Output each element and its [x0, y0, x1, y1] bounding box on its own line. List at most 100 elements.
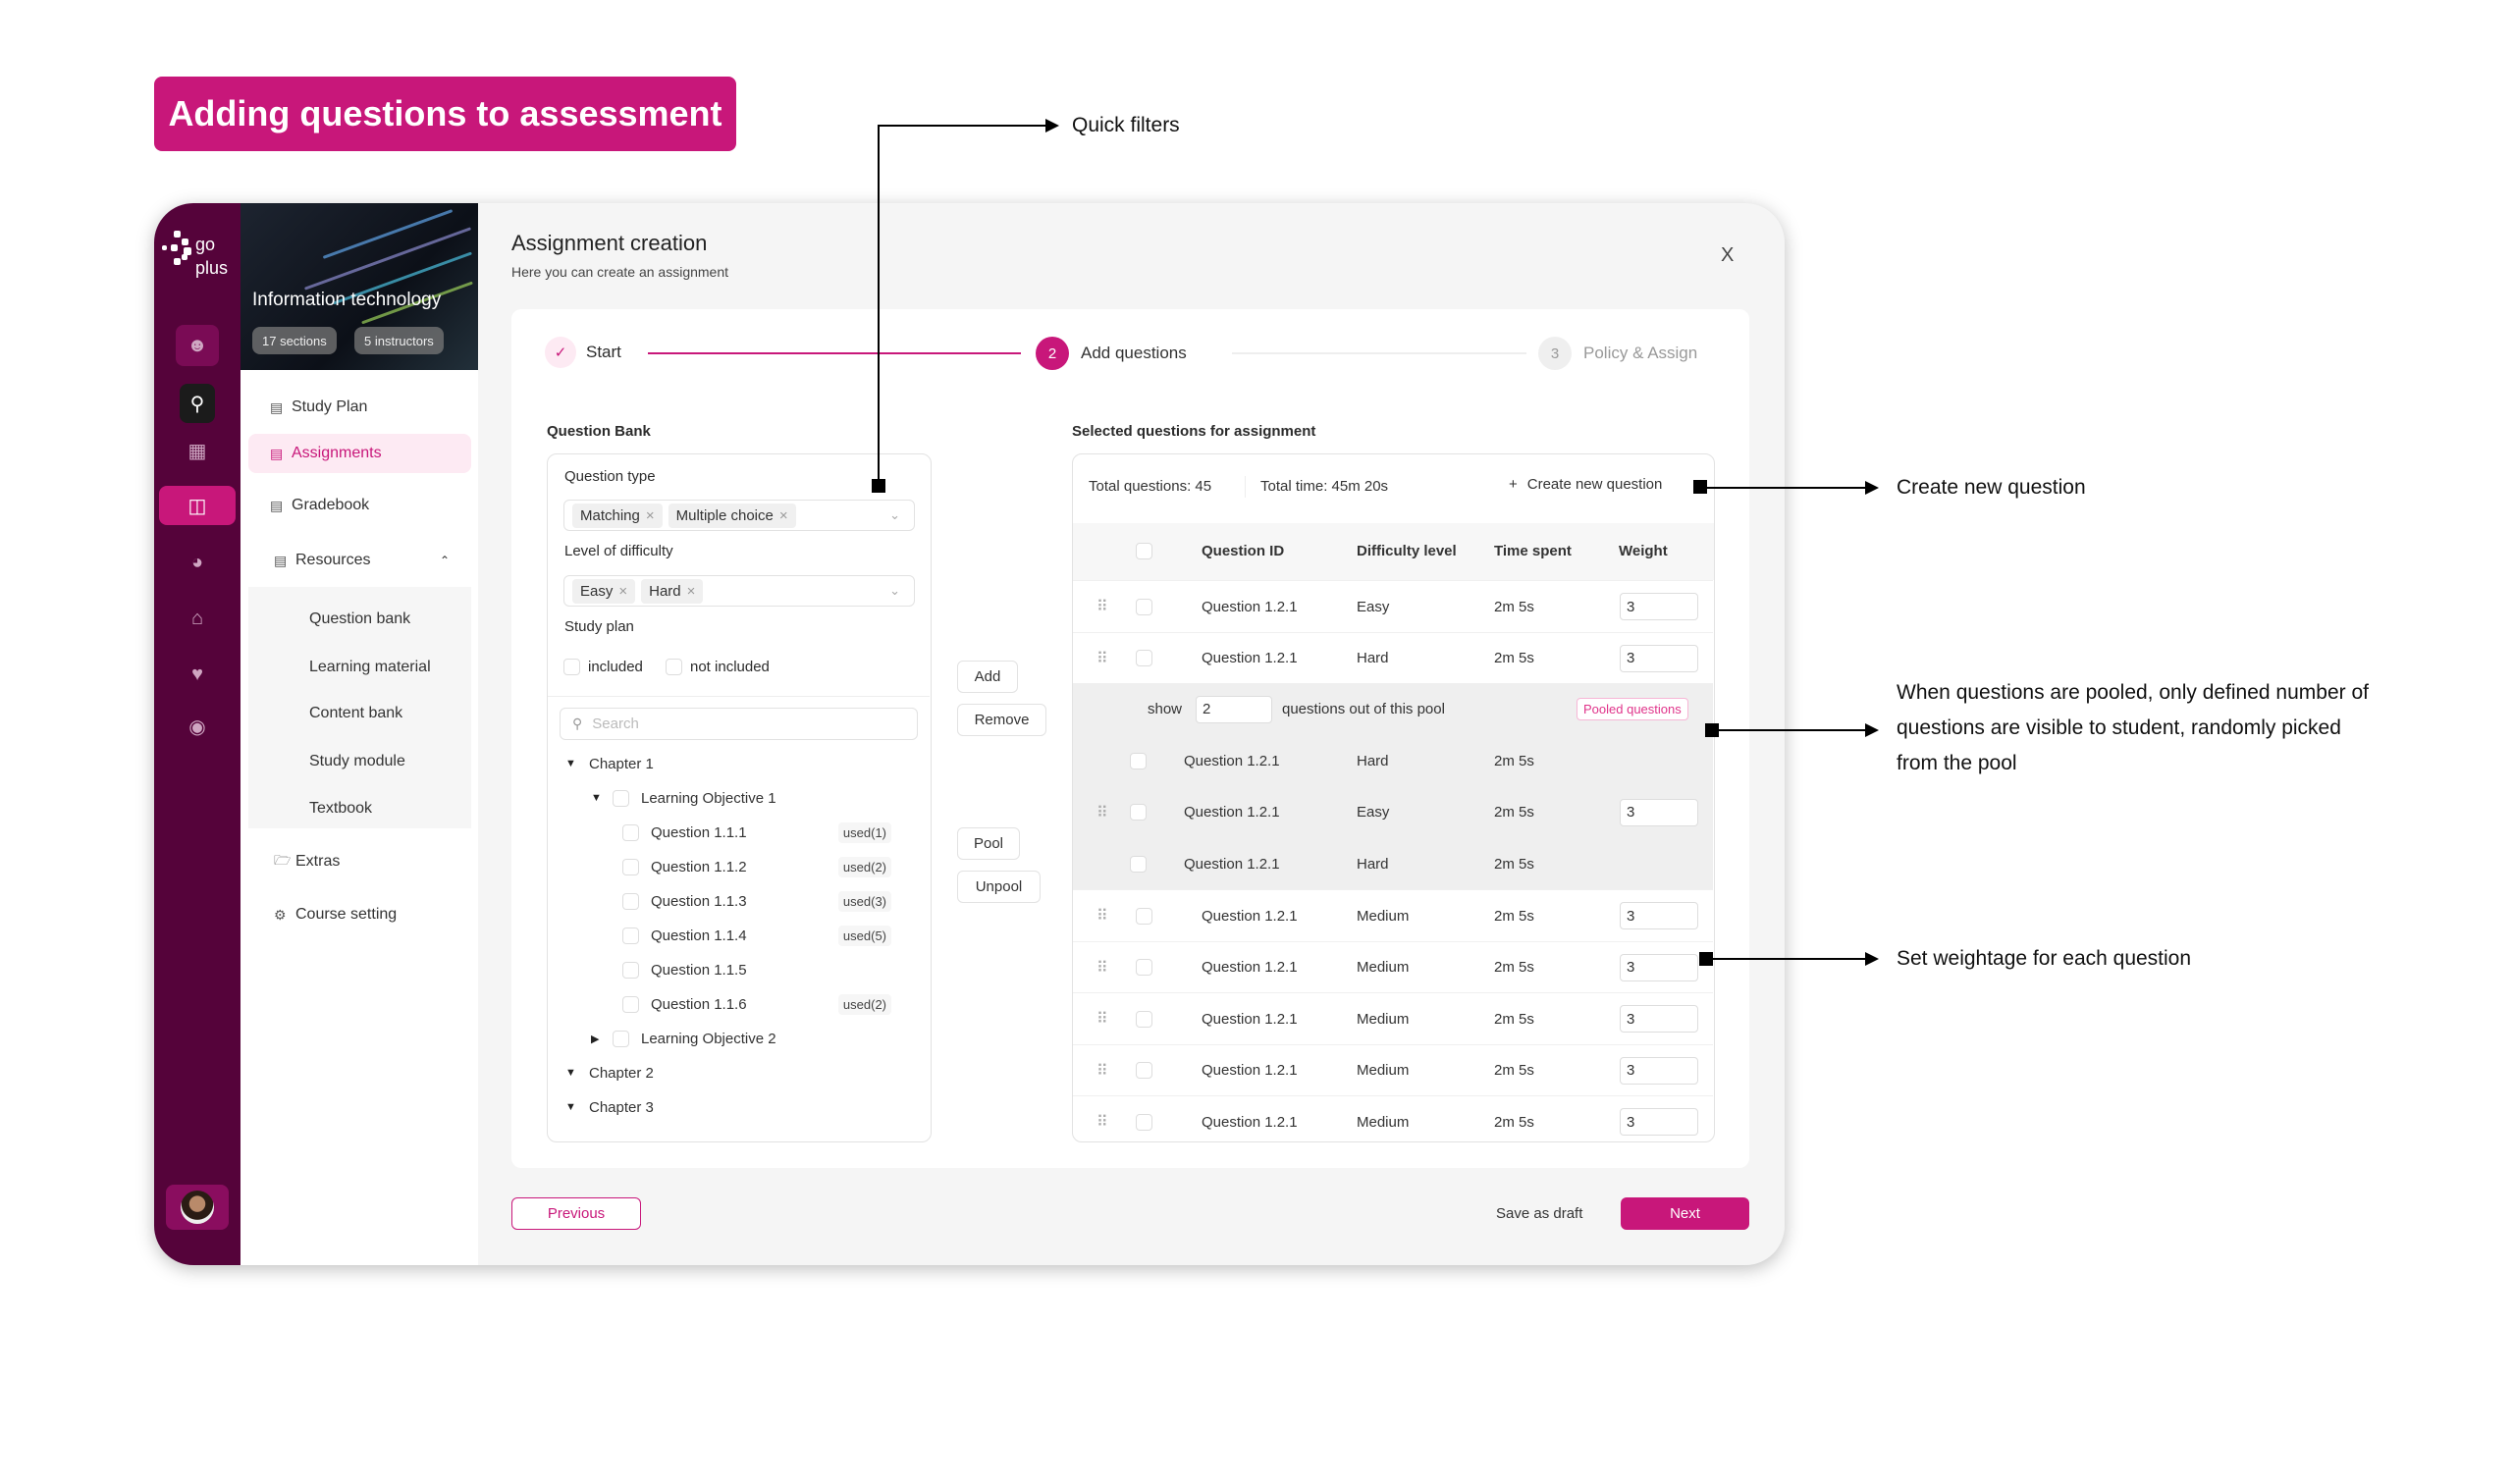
step-add-questions[interactable]: 2 Add questions: [1036, 337, 1187, 370]
grid-icon[interactable]: ▦: [187, 440, 207, 462]
row-checkbox[interactable]: [1136, 959, 1152, 976]
nav-textbook[interactable]: Textbook: [309, 800, 373, 817]
nav-course-setting[interactable]: ⚙ Course setting: [248, 895, 471, 934]
next-button[interactable]: Next: [1621, 1197, 1749, 1230]
chevron-down-icon[interactable]: ⌄: [889, 583, 900, 598]
remove-tag-icon[interactable]: ×: [686, 582, 696, 600]
tree-checkbox[interactable]: [622, 927, 639, 944]
row-checkbox[interactable]: [1136, 1113, 1152, 1131]
user-icon[interactable]: ☻: [176, 325, 219, 366]
add-button[interactable]: Add: [957, 661, 1018, 693]
weight-input[interactable]: 3: [1620, 644, 1698, 672]
unpool-button[interactable]: Unpool: [957, 871, 1041, 903]
drag-handle-icon[interactable]: ⠿: [1096, 1062, 1109, 1080]
tree-question[interactable]: Question 1.1.1 used(1): [616, 818, 911, 847]
weight-input[interactable]: 3: [1620, 902, 1698, 929]
tree-checkbox[interactable]: [613, 789, 629, 807]
row-checkbox[interactable]: [1136, 598, 1152, 615]
col-question-id[interactable]: Question ID: [1202, 543, 1285, 559]
tree-chapter[interactable]: ▼ Chapter 2: [565, 1058, 911, 1087]
drag-handle-icon[interactable]: ⠿: [1096, 650, 1109, 667]
remove-tag-icon[interactable]: ×: [778, 506, 788, 524]
pie-chart-icon[interactable]: ◕: [190, 551, 204, 573]
drag-handle-icon[interactable]: ⠿: [1096, 959, 1109, 977]
weight-input[interactable]: 3: [1620, 593, 1698, 620]
save-draft-button[interactable]: Save as draft: [1496, 1205, 1583, 1222]
row-checkbox[interactable]: [1136, 1010, 1152, 1028]
included-checkbox[interactable]: included: [563, 659, 643, 675]
step-start[interactable]: ✓ Start: [545, 337, 621, 368]
tree-chapter[interactable]: ▼ Chapter 3: [565, 1092, 911, 1122]
not-included-checkbox[interactable]: not included: [666, 659, 770, 675]
remove-tag-icon[interactable]: ×: [645, 506, 655, 524]
caret-down-icon[interactable]: ▼: [591, 792, 602, 804]
row-checkbox[interactable]: [1136, 1062, 1152, 1079]
bank-icon[interactable]: ⌂: [190, 607, 204, 629]
tree-checkbox[interactable]: [613, 1030, 629, 1047]
col-weight[interactable]: Weight: [1619, 543, 1668, 559]
tree-checkbox[interactable]: [622, 823, 639, 841]
tree-checkbox[interactable]: [622, 995, 639, 1013]
tree-checkbox[interactable]: [622, 961, 639, 979]
pool-count-input[interactable]: 2: [1196, 695, 1272, 723]
difficulty-select[interactable]: Easy × Hard × ⌄: [563, 575, 915, 607]
nav-learning-material[interactable]: Learning material: [309, 659, 431, 675]
row-checkbox[interactable]: [1130, 804, 1147, 821]
book-icon[interactable]: ◫: [159, 486, 236, 525]
nav-gradebook[interactable]: ▤ Gradebook: [248, 486, 471, 525]
pool-button[interactable]: Pool: [957, 827, 1020, 860]
drag-handle-icon[interactable]: ⠿: [1096, 804, 1109, 822]
select-all-checkbox[interactable]: [1136, 543, 1152, 559]
nav-content-bank[interactable]: Content bank: [309, 705, 403, 721]
close-icon[interactable]: X: [1721, 244, 1735, 266]
weight-input[interactable]: 3: [1620, 798, 1698, 826]
step-policy-assign[interactable]: 3 Policy & Assign: [1538, 337, 1697, 370]
caret-down-icon[interactable]: ▼: [565, 758, 576, 769]
tree-checkbox[interactable]: [622, 892, 639, 910]
tree-question[interactable]: Question 1.1.3 used(3): [616, 886, 911, 916]
nav-assignments[interactable]: ▤ Assignments: [248, 434, 471, 473]
question-type-select[interactable]: Matching × Multiple choice × ⌄: [563, 500, 915, 531]
row-checkbox[interactable]: [1136, 650, 1152, 666]
tree-objective[interactable]: ▶ Learning Objective 2: [591, 1024, 911, 1053]
drag-handle-icon[interactable]: ⠿: [1096, 1011, 1109, 1028]
chevron-down-icon[interactable]: ⌄: [889, 507, 900, 522]
tree-question[interactable]: Question 1.1.4 used(5): [616, 921, 911, 950]
caret-down-icon[interactable]: ▼: [565, 1101, 576, 1113]
row-checkbox[interactable]: [1136, 907, 1152, 925]
question-id: Question 1.2.1: [1202, 1062, 1298, 1079]
search-icon[interactable]: ⚲: [180, 384, 215, 423]
row-checkbox[interactable]: [1130, 752, 1147, 769]
nav-study-module[interactable]: Study module: [309, 753, 405, 769]
create-new-question-button[interactable]: + Create new question: [1509, 476, 1663, 493]
tree-question[interactable]: Question 1.1.6 used(2): [616, 989, 911, 1019]
row-checkbox[interactable]: [1130, 855, 1147, 873]
drag-handle-icon[interactable]: ⠿: [1096, 599, 1109, 615]
tree-question[interactable]: Question 1.1.5: [616, 955, 911, 984]
caret-down-icon[interactable]: ▼: [565, 1067, 576, 1079]
weight-input[interactable]: 3: [1620, 953, 1698, 981]
weight-input[interactable]: 3: [1620, 1108, 1698, 1136]
nav-question-bank[interactable]: Question bank: [309, 610, 411, 627]
drag-handle-icon[interactable]: ⠿: [1096, 1114, 1109, 1131]
nav-study-plan[interactable]: ▤ Study Plan: [248, 388, 471, 427]
tree-objective[interactable]: ▼ Learning Objective 1: [591, 783, 911, 813]
drag-handle-icon[interactable]: ⠿: [1096, 908, 1109, 925]
caret-right-icon[interactable]: ▶: [591, 1033, 600, 1045]
avatar[interactable]: [166, 1185, 229, 1230]
chat-icon[interactable]: ◉: [188, 716, 206, 738]
tree-chapter[interactable]: ▼ Chapter 1: [565, 749, 911, 778]
tree-question[interactable]: Question 1.1.2 used(2): [616, 852, 911, 881]
weight-input[interactable]: 3: [1620, 1056, 1698, 1085]
remove-button[interactable]: Remove: [957, 704, 1046, 736]
nav-extras[interactable]: 🗁 Extras: [248, 842, 471, 881]
col-time-spent[interactable]: Time spent: [1494, 543, 1572, 559]
search-input[interactable]: ⚲ Search: [560, 708, 918, 740]
tree-checkbox[interactable]: [622, 858, 639, 875]
weight-input[interactable]: 3: [1620, 1005, 1698, 1033]
nav-resources[interactable]: ▤ Resources ⌃: [248, 541, 471, 580]
remove-tag-icon[interactable]: ×: [618, 582, 628, 600]
heart-icon[interactable]: ♥: [191, 662, 203, 685]
previous-button[interactable]: Previous: [511, 1197, 641, 1230]
col-difficulty[interactable]: Difficulty level: [1357, 543, 1457, 559]
